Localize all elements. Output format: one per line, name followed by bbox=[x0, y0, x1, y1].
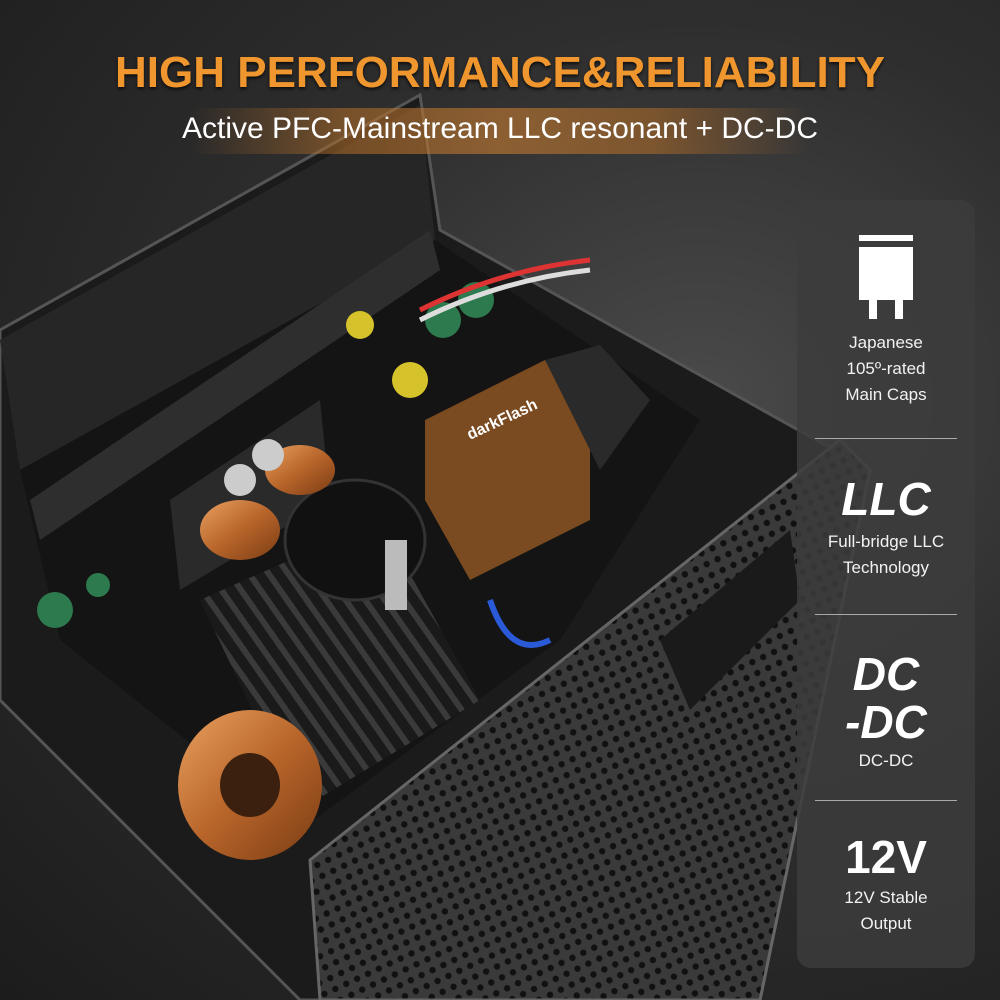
feature-text: Japanese bbox=[849, 333, 923, 352]
divider bbox=[815, 800, 957, 801]
psu-back-wall bbox=[0, 105, 435, 470]
capacitor-icon bbox=[859, 235, 913, 319]
feature-headline: -DC bbox=[845, 696, 927, 748]
divider bbox=[815, 614, 957, 615]
subtitle-highlight-band bbox=[190, 108, 810, 154]
transformer bbox=[425, 360, 590, 580]
feature-text: DC-DC bbox=[858, 751, 914, 770]
headline-title: HIGH PERFORMANCE&RELIABILITY bbox=[115, 48, 885, 97]
feature-headline: 12V bbox=[845, 831, 927, 883]
feature-text: Full-bridge LLC bbox=[827, 532, 945, 551]
feature-panel: Japanese 105º-rated Main Caps LLC Full-b… bbox=[797, 200, 975, 968]
feature-headline: LLC bbox=[841, 473, 931, 525]
feature-text: Output bbox=[860, 914, 912, 933]
feature-text: 12V Stable bbox=[844, 888, 928, 907]
feature-dc-dc: DC -DC DC-DC bbox=[797, 650, 975, 774]
feature-llc: LLC Full-bridge LLC Technology bbox=[797, 475, 975, 581]
feature-12v: 12V 12V Stable Output bbox=[797, 833, 975, 937]
feature-japanese-caps: Japanese 105º-rated Main Caps bbox=[797, 235, 975, 408]
headline-subtitle: Active PFC-Mainstream LLC resonant + DC-… bbox=[181, 112, 819, 145]
divider bbox=[815, 438, 957, 439]
feature-text: Technology bbox=[842, 558, 929, 577]
feature-text: Main Caps bbox=[845, 385, 927, 404]
feature-text: 105º-rated bbox=[846, 359, 926, 378]
feature-headline: DC bbox=[852, 648, 920, 700]
